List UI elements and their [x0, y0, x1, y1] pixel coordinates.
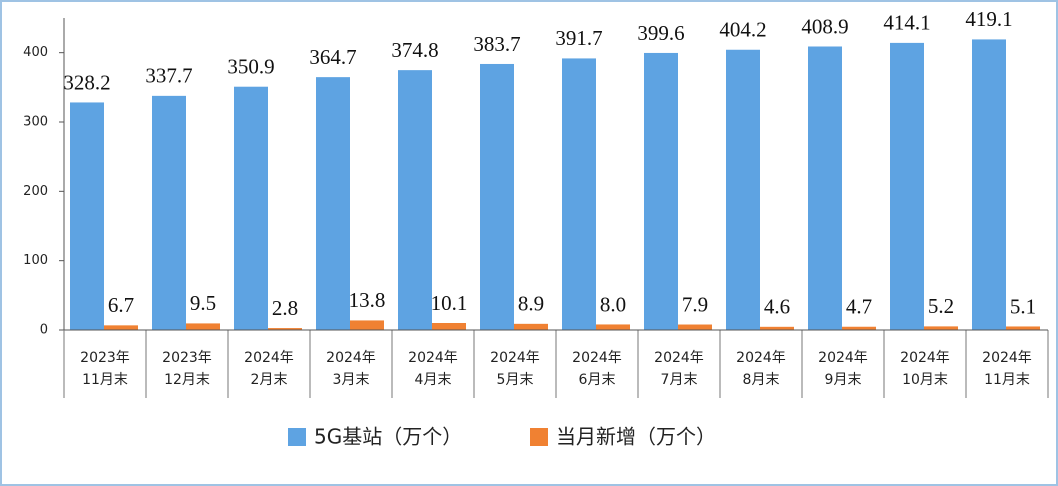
value-label: 13.8	[349, 288, 386, 312]
value-label: 5.2	[928, 294, 954, 318]
value-label: 8.0	[600, 292, 626, 316]
x-tick-label: 2024年	[490, 350, 540, 366]
value-label: 404.2	[719, 18, 766, 42]
x-tick-label: 2024年	[408, 350, 458, 366]
bar	[924, 326, 958, 330]
bar	[268, 328, 302, 330]
bar	[1006, 326, 1040, 330]
value-label: 2.8	[272, 296, 298, 320]
bar	[514, 323, 548, 330]
bar	[398, 70, 432, 330]
value-label: 5.1	[1010, 294, 1036, 318]
value-label: 419.1	[965, 7, 1012, 31]
value-label: 10.1	[431, 291, 468, 315]
y-tick-label: 200	[23, 184, 48, 199]
x-tick-label: 7月末	[661, 372, 698, 388]
bar	[432, 322, 466, 330]
bar	[972, 39, 1006, 330]
value-label: 7.9	[682, 292, 708, 316]
x-tick-label: 3月末	[333, 372, 370, 388]
value-label: 4.6	[764, 295, 790, 319]
x-tick-label: 11月末	[984, 372, 1030, 388]
x-tick-label: 2023年	[162, 350, 212, 366]
legend-label: 当月新增（万个）	[556, 425, 716, 449]
bar	[316, 77, 350, 331]
bar	[70, 102, 104, 330]
x-tick-label: 2024年	[572, 350, 622, 366]
bar	[678, 324, 712, 330]
x-tick-label: 2024年	[982, 350, 1032, 366]
x-tick-label: 8月末	[743, 372, 780, 388]
x-tick-label: 5月末	[497, 372, 534, 388]
value-label: 9.5	[190, 291, 216, 315]
x-tick-label: 2024年	[244, 350, 294, 366]
x-tick-label: 10月末	[902, 372, 948, 388]
value-label: 414.1	[883, 11, 930, 35]
value-label: 399.6	[637, 21, 684, 45]
bar	[596, 324, 630, 330]
x-tick-label: 2024年	[736, 350, 786, 366]
value-label: 383.7	[473, 32, 520, 56]
x-tick-label: 2月末	[251, 372, 288, 388]
value-label: 328.2	[63, 70, 110, 94]
value-label: 364.7	[309, 45, 356, 69]
y-tick-label: 0	[40, 323, 48, 338]
bar	[350, 320, 384, 330]
bar	[562, 58, 596, 331]
bar	[644, 52, 678, 330]
bar	[842, 326, 876, 330]
x-tick-label: 2024年	[818, 350, 868, 366]
bar	[104, 325, 138, 330]
value-label: 391.7	[555, 26, 602, 50]
value-label: 337.7	[145, 64, 192, 88]
y-tick-label: 400	[23, 45, 48, 60]
x-tick-label: 9月末	[825, 372, 862, 388]
bar	[760, 326, 794, 330]
x-tick-label: 12月末	[164, 372, 210, 388]
bar	[152, 95, 186, 331]
x-tick-label: 6月末	[579, 372, 616, 388]
x-tick-label: 11月末	[82, 372, 128, 388]
value-label: 4.7	[846, 295, 872, 319]
value-label: 8.9	[518, 292, 544, 316]
bar	[480, 63, 514, 331]
value-label: 374.8	[391, 38, 438, 62]
bar	[726, 49, 760, 330]
bar	[186, 323, 220, 330]
x-tick-label: 2024年	[654, 350, 704, 366]
value-label: 408.9	[801, 14, 848, 38]
bar	[808, 46, 842, 330]
x-tick-label: 2024年	[900, 350, 950, 366]
x-tick-label: 2024年	[326, 350, 376, 366]
legend-swatch	[288, 428, 306, 446]
value-label: 350.9	[227, 55, 274, 79]
legend-label: 5G基站（万个）	[314, 425, 462, 449]
bar	[890, 42, 924, 331]
bar	[234, 86, 268, 330]
x-tick-label: 2023年	[80, 350, 130, 366]
legend-swatch	[530, 428, 548, 446]
x-tick-label: 4月末	[415, 372, 452, 388]
value-label: 6.7	[108, 293, 134, 317]
y-tick-label: 100	[23, 253, 48, 268]
y-tick-label: 300	[23, 115, 48, 130]
